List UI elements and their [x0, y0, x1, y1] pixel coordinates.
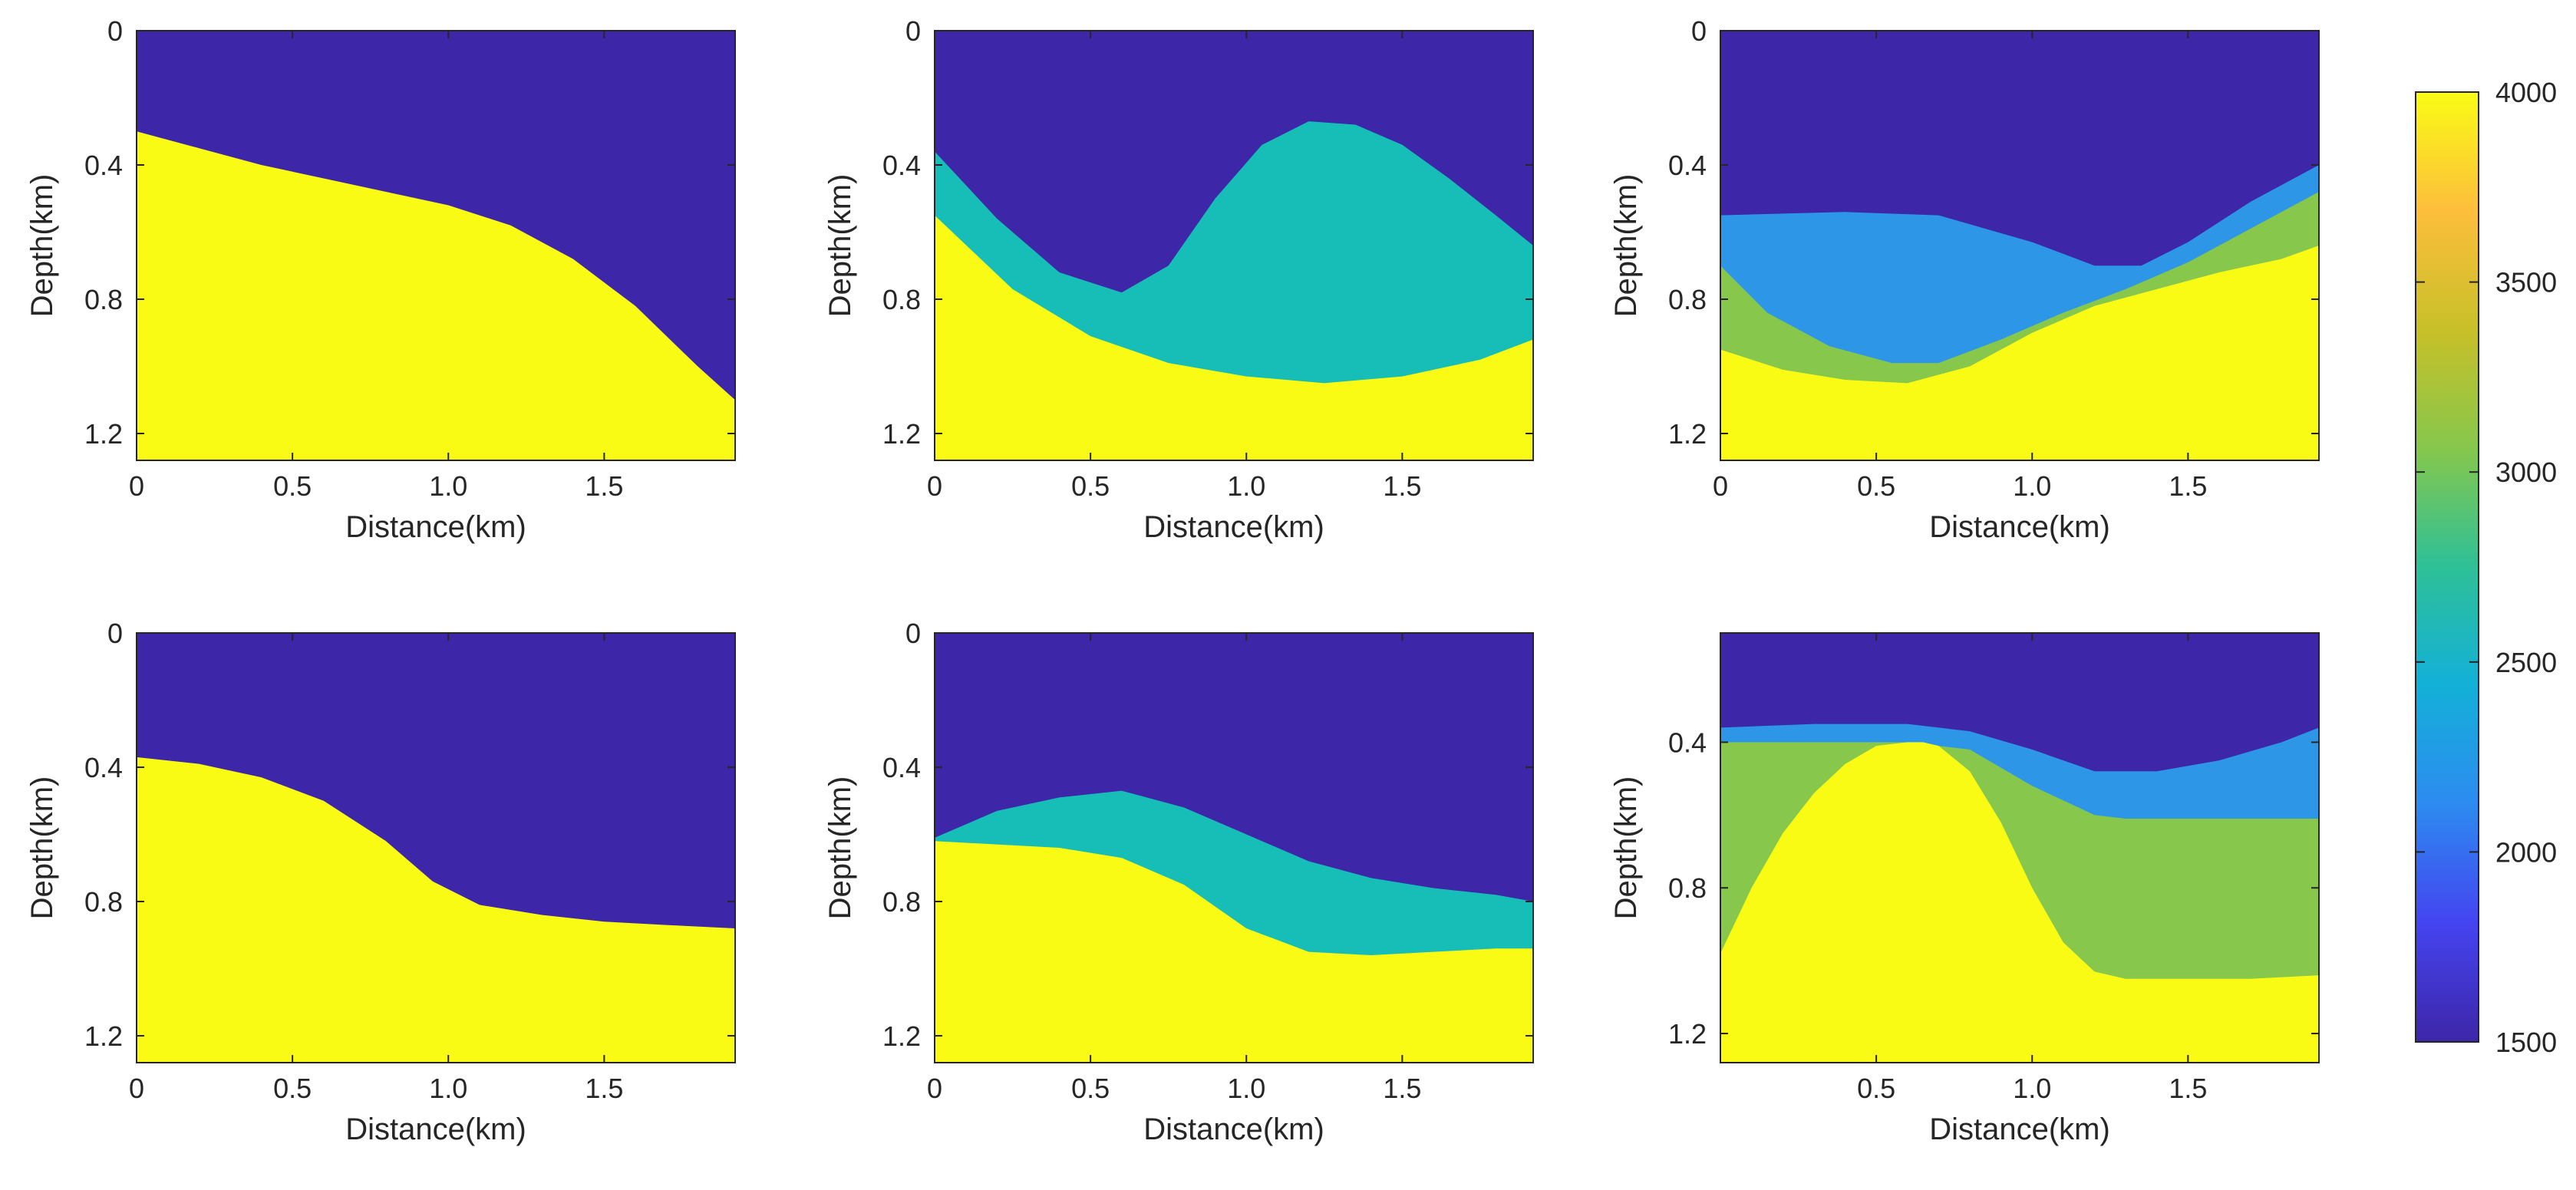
x-tick-label: 1.0: [429, 470, 467, 502]
colorbar-gradient: [2416, 92, 2479, 1042]
colorbar-tick-label: 3000: [2495, 457, 2557, 488]
x-tick-label: 1.5: [2169, 1073, 2207, 1104]
axis-box: [136, 30, 736, 461]
panel-4: 0 0.5 1.0 1.5 0 0.4 0.8 1.2 Distance(km) Depth(km…: [25, 618, 736, 1146]
y-tick-label: 1.2: [84, 418, 123, 450]
panel-3: 0 0.5 1.0 1.5 0 0.4 0.8 1.2 Distance(km) Depth(km…: [1609, 15, 2320, 544]
layer-3: [935, 215, 1533, 460]
colorbar-tick-label: 2000: [2495, 836, 2557, 868]
x-axis-label: Distance(km): [1929, 510, 2110, 544]
y-axis-label: Depth(km): [1609, 776, 1643, 920]
y-tick-label: 0.4: [882, 752, 921, 783]
y-tick-label: 0: [905, 618, 921, 649]
axis-box: [934, 30, 1534, 461]
y-tick-label: 0: [107, 618, 123, 649]
y-tick-label: 0: [905, 15, 921, 47]
y-axis-label: Depth(km): [25, 776, 59, 920]
x-tick-label: 1.0: [429, 1073, 467, 1104]
colorbar-tick-label: 1500: [2495, 1027, 2557, 1058]
layer-4: [1720, 742, 2319, 1063]
x-tick-label: 0: [129, 1073, 144, 1104]
y-tick-label: 0: [107, 15, 123, 47]
y-tick-label: 0.4: [882, 150, 921, 181]
x-tick-label: 0.5: [273, 470, 312, 502]
y-tick-label: 0.4: [1668, 150, 1707, 181]
x-tick-label: 1.5: [2169, 470, 2207, 502]
x-axis-label: Distance(km): [345, 510, 526, 544]
y-tick-label: 0: [1691, 15, 1707, 47]
x-tick-label: 0: [927, 470, 942, 502]
x-tick-label: 1.0: [1227, 470, 1265, 502]
y-axis-label: Depth(km): [823, 174, 857, 318]
y-axis-label: Depth(km): [25, 174, 59, 318]
panel-1: 0 0.5 1.0 1.5 0 0.4 0.8 1.2 Distance(km) Depth(km…: [25, 15, 736, 544]
x-tick-label: 1.0: [1227, 1073, 1265, 1104]
axis-box: [1720, 30, 2320, 461]
y-tick-label: 0.8: [1668, 872, 1707, 904]
x-tick-label: 0: [927, 1073, 942, 1104]
axis-box: [136, 632, 736, 1063]
x-tick-label: 1.5: [585, 470, 623, 502]
colorbar-tick-label: 4000: [2495, 77, 2557, 108]
x-tick-label: 0: [1713, 470, 1728, 502]
y-tick-label: 0.4: [84, 752, 123, 783]
x-tick-label: 1.5: [585, 1073, 623, 1104]
x-axis-label: Distance(km): [1143, 510, 1324, 544]
colorbar-tick-label: 2500: [2495, 647, 2557, 678]
colorbar-box: [2415, 91, 2479, 1043]
y-tick-label: 1.2: [882, 418, 921, 450]
y-tick-label: 0.8: [882, 886, 921, 918]
x-tick-label: 0.5: [1071, 470, 1110, 502]
layer-2: [137, 131, 735, 460]
y-tick-label: 0.4: [84, 150, 123, 181]
layer-2: [137, 757, 735, 1063]
colorbar-tick-label: 3500: [2495, 267, 2557, 298]
x-tick-label: 1.0: [2013, 470, 2051, 502]
x-tick-label: 1.0: [2013, 1073, 2051, 1104]
panel-2: 0 0.5 1.0 1.5 0 0.4 0.8 1.2 Distance(km) Depth(km…: [823, 15, 1534, 544]
x-tick-label: 0.5: [1857, 1073, 1895, 1104]
x-axis-label: Distance(km): [345, 1113, 526, 1146]
y-tick-label: 1.2: [1668, 1018, 1707, 1050]
x-axis-label: Distance(km): [1929, 1113, 2110, 1146]
x-tick-label: 0.5: [1071, 1073, 1110, 1104]
x-tick-label: 0.5: [1857, 470, 1895, 502]
y-tick-label: 1.2: [84, 1020, 123, 1052]
y-tick-label: 0.8: [882, 284, 921, 315]
axis-box: [1720, 632, 2320, 1063]
layer-3: [935, 841, 1533, 1063]
panel-6: 0.5 1.0 1.5 0.4 0.8 1.2 Distance(km) Depth(km): [1609, 632, 2320, 1146]
layer-4: [1720, 246, 2319, 460]
x-axis-label: Distance(km): [1143, 1113, 1324, 1146]
colorbar: 1500 2000 2500 3000 3500 4000: [2415, 77, 2557, 1058]
y-tick-label: 0.4: [1668, 727, 1707, 758]
x-tick-label: 1.5: [1383, 1073, 1421, 1104]
y-axis-label: Depth(km): [1609, 174, 1643, 318]
x-tick-label: 1.5: [1383, 470, 1421, 502]
y-tick-label: 1.2: [882, 1020, 921, 1052]
panel-5: 0 0.5 1.0 1.5 0 0.4 0.8 1.2 Distance(km) Depth(km…: [823, 618, 1534, 1146]
x-tick-label: 0.5: [273, 1073, 312, 1104]
axis-box: [934, 632, 1534, 1063]
x-tick-label: 0: [129, 470, 144, 502]
y-tick-label: 0.8: [1668, 284, 1707, 315]
y-tick-label: 1.2: [1668, 418, 1707, 450]
y-axis-label: Depth(km): [823, 776, 857, 920]
y-tick-label: 0.8: [84, 886, 123, 918]
y-tick-label: 0.8: [84, 284, 123, 315]
